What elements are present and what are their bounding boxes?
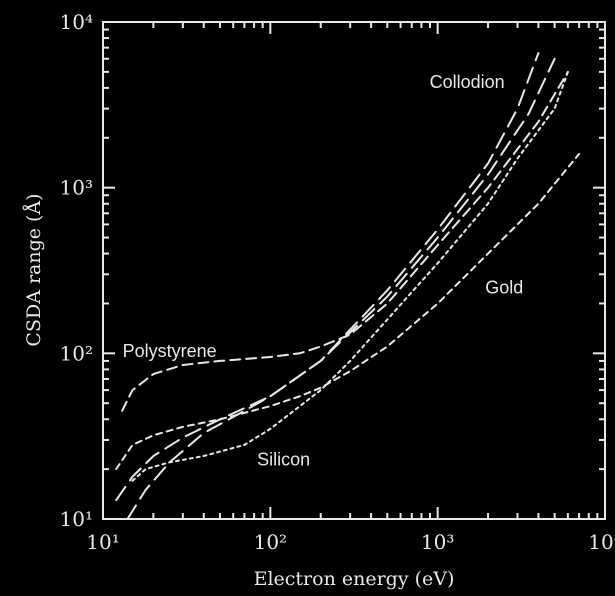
series-line-silicon xyxy=(131,70,569,482)
y-tick-label: 10⁴ xyxy=(60,10,93,34)
annotation-collodion: Collodion xyxy=(430,72,505,92)
series-line-collodion-2 xyxy=(126,57,556,520)
x-tick-label: 10¹ xyxy=(86,530,119,554)
x-axis-label: Electron energy (eV) xyxy=(254,568,455,590)
x-tick-label: 10⁴ xyxy=(588,530,615,554)
series-line-collodion xyxy=(115,52,540,502)
annotations: Collodion Gold Polystyrene Silicon xyxy=(123,72,524,470)
annotation-silicon: Silicon xyxy=(257,450,310,470)
y-tick-label: 10³ xyxy=(60,176,93,200)
annotation-polystyrene: Polystyrene xyxy=(123,341,217,361)
series-line-gold xyxy=(115,152,581,471)
y-tick-label: 10² xyxy=(60,341,93,365)
axis-ticks: 10¹ 10² 10³ 10⁴ 10¹ 10² 10³ 10⁴ xyxy=(60,10,615,554)
y-axis-label: CSDA range (Å) xyxy=(23,193,45,346)
x-tick-label: 10² xyxy=(254,530,287,554)
plot-frame xyxy=(102,21,606,520)
y-tick-label: 10¹ xyxy=(60,507,93,531)
series-lines xyxy=(115,52,581,520)
x-tick-label: 10³ xyxy=(421,530,454,554)
annotation-gold: Gold xyxy=(485,277,523,297)
series-line-polystyrene xyxy=(121,70,569,412)
